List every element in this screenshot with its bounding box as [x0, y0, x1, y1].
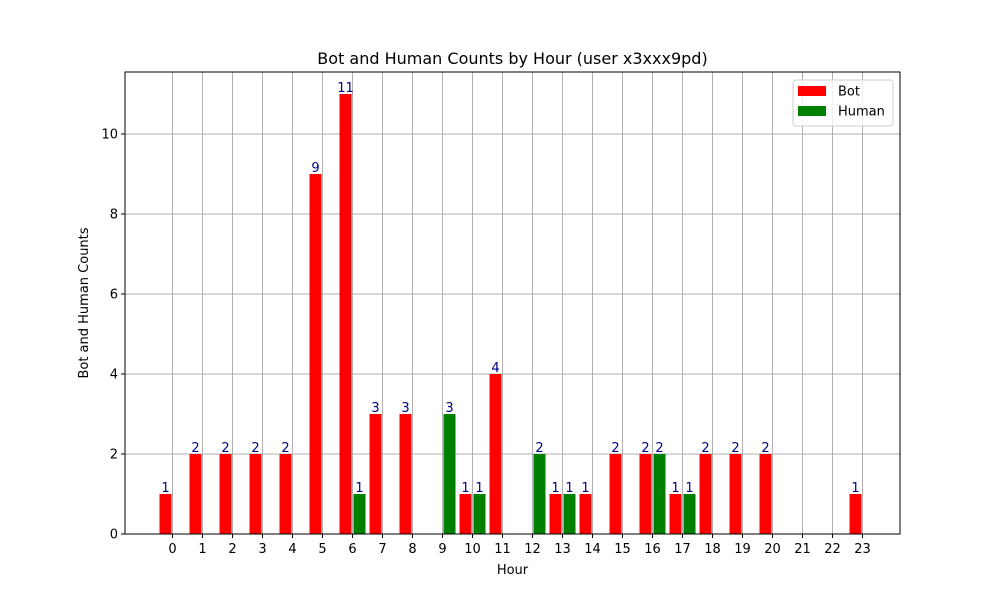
data-label-human-12: 2	[535, 441, 543, 456]
bar-bot-1	[189, 454, 202, 534]
bars-group	[159, 94, 862, 534]
bar-bot-8	[399, 414, 412, 534]
bar-bot-0	[159, 494, 172, 534]
data-label-bot-2: 2	[221, 441, 229, 456]
legend: Bot Human	[792, 79, 894, 127]
data-label-bot-14: 1	[581, 481, 589, 496]
grid-lines	[125, 72, 900, 535]
data-label-bot-18: 2	[701, 441, 709, 456]
bar-bot-4	[279, 454, 292, 534]
data-label-bot-0: 1	[161, 481, 169, 496]
x-tick-label: 17	[674, 542, 691, 557]
bar-bot-15	[609, 454, 622, 534]
bar-human-16	[653, 454, 666, 534]
data-label-human-17: 1	[685, 481, 693, 496]
bar-human-12	[533, 454, 546, 534]
bar-bot-19	[729, 454, 742, 534]
data-label-human-9: 3	[445, 401, 453, 416]
x-tick-label: 4	[288, 542, 296, 557]
y-tick-label: 4	[110, 368, 118, 383]
bar-human-6	[353, 494, 366, 534]
data-label-bot-4: 2	[281, 441, 289, 456]
data-label-bot-1: 2	[191, 441, 199, 456]
x-tick-label: 3	[258, 542, 266, 557]
data-label-human-10: 1	[475, 481, 483, 496]
data-label-bot-6: 11	[337, 81, 354, 96]
bar-human-9	[443, 414, 456, 534]
x-tick-label: 11	[494, 542, 511, 557]
x-tick-label: 7	[378, 542, 386, 557]
data-label-human-6: 1	[355, 481, 363, 496]
y-tick-label: 10	[101, 128, 118, 143]
bar-human-17	[683, 494, 696, 534]
bar-bot-23	[849, 494, 862, 534]
x-tick-label: 0	[168, 542, 176, 557]
data-label-bot-17: 1	[671, 481, 679, 496]
x-tick-label: 21	[794, 542, 811, 557]
bar-bot-6	[339, 94, 352, 534]
x-tick-label: 22	[824, 542, 841, 557]
data-label-bot-7: 3	[371, 401, 379, 416]
x-axis-ticks: 0 1 2 3 4 5 6 7 8 9 10 11 12 13 14 15 16 17 18 19 20 21 22 23	[168, 534, 871, 557]
legend-label-human: Human	[838, 105, 885, 120]
y-axis-label: Bot and Human Counts	[77, 227, 92, 378]
x-tick-label: 2	[228, 542, 236, 557]
x-tick-label: 6	[348, 542, 356, 557]
data-label-bot-5: 9	[311, 161, 319, 176]
data-label-bot-8: 3	[401, 401, 409, 416]
data-label-bot-3: 2	[251, 441, 259, 456]
data-label-bot-23: 1	[851, 481, 859, 496]
x-tick-label: 10	[464, 542, 481, 557]
y-tick-label: 0	[110, 528, 118, 543]
bar-bot-14	[579, 494, 592, 534]
bar-bot-7	[369, 414, 382, 534]
plot-frame	[124, 71, 901, 535]
bar-bot-2	[219, 454, 232, 534]
x-tick-label: 15	[614, 542, 631, 557]
y-tick-label: 8	[110, 208, 118, 223]
data-label-bot-13: 1	[551, 481, 559, 496]
bar-bot-3	[249, 454, 262, 534]
x-tick-label: 23	[854, 542, 871, 557]
x-tick-label: 18	[704, 542, 721, 557]
data-label-bot-15: 2	[611, 441, 619, 456]
data-label-bot-20: 2	[761, 441, 769, 456]
bar-bot-13	[549, 494, 562, 534]
data-label-human-16: 2	[655, 441, 663, 456]
x-tick-label: 20	[764, 542, 781, 557]
legend-swatch-human	[798, 106, 826, 116]
x-tick-label: 1	[198, 542, 206, 557]
y-tick-label: 2	[110, 448, 118, 463]
x-tick-label: 8	[408, 542, 416, 557]
data-label-bot-10: 1	[461, 481, 469, 496]
bar-bot-5	[309, 174, 322, 534]
x-tick-label: 16	[644, 542, 661, 557]
x-tick-label: 14	[584, 542, 601, 557]
bar-bot-17	[669, 494, 682, 534]
chart-title: Bot and Human Counts by Hour (user x3xxx…	[317, 49, 707, 68]
bar-bot-11	[489, 374, 502, 534]
legend-label-bot: Bot	[838, 85, 860, 100]
bar-bot-16	[639, 454, 652, 534]
data-label-bot-16: 2	[641, 441, 649, 456]
x-tick-label: 13	[554, 542, 571, 557]
x-tick-label: 5	[318, 542, 326, 557]
y-axis-ticks: 0 2 4 6 8 10	[101, 128, 125, 543]
x-tick-label: 9	[438, 542, 446, 557]
x-tick-label: 19	[734, 542, 751, 557]
bar-bot-18	[699, 454, 712, 534]
legend-swatch-bot	[798, 86, 826, 96]
x-tick-label: 12	[524, 542, 541, 557]
bar-human-13	[563, 494, 576, 534]
data-label-bot-19: 2	[731, 441, 739, 456]
x-axis-label: Hour	[497, 563, 529, 578]
data-label-human-13: 1	[565, 481, 573, 496]
bar-bot-20	[759, 454, 772, 534]
data-label-bot-11: 4	[491, 361, 499, 376]
bar-bot-10	[459, 494, 472, 534]
y-tick-label: 6	[110, 288, 118, 303]
bar-human-10	[473, 494, 486, 534]
